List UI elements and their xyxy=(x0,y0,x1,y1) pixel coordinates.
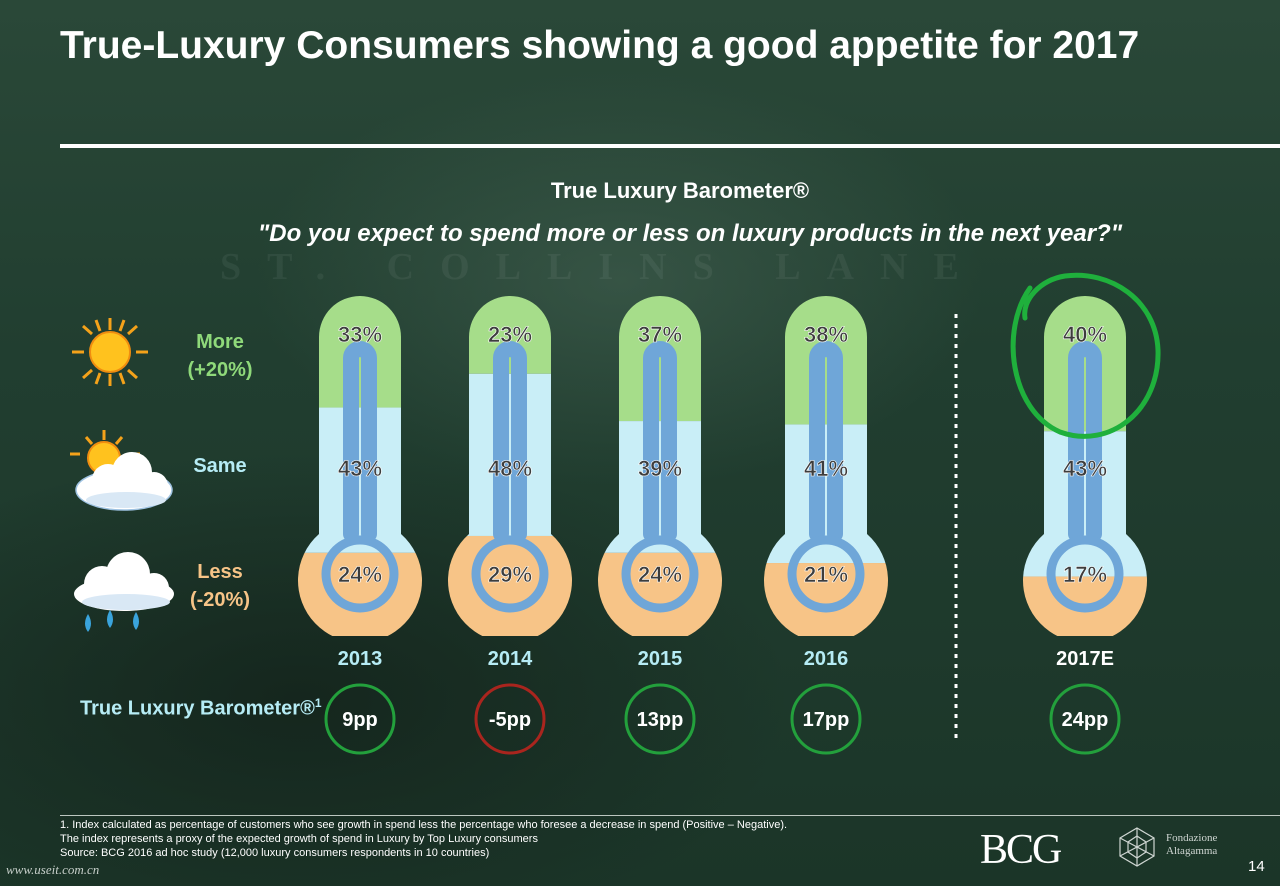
year-label-2013: 2013 xyxy=(338,648,383,670)
thermometer-tube-2014 xyxy=(493,341,527,542)
footnotes: 1. Index calculated as percentage of cus… xyxy=(60,818,960,860)
index-value-2015: 13pp xyxy=(637,709,684,731)
bar-same-2014 xyxy=(448,373,572,536)
index-value-2013: 9pp xyxy=(342,709,378,731)
index-value-2016: 17pp xyxy=(803,709,850,731)
legend-less-range: (-20%) xyxy=(189,589,250,611)
label-more-2017E: 40% xyxy=(1063,322,1107,347)
year-label-2015: 2015 xyxy=(638,648,683,670)
footnote-source: Source: BCG 2016 ad hoc study (12,000 lu… xyxy=(60,847,490,859)
label-less-2015: 24% xyxy=(638,562,682,587)
page-number: 14 xyxy=(1248,858,1265,875)
bar-less-2016 xyxy=(764,563,888,636)
thermometer-bulb-ring-2016 xyxy=(787,535,865,613)
bcg-logo: BCG xyxy=(980,827,1062,873)
label-same-2013: 43% xyxy=(338,456,382,481)
bar-less-2015 xyxy=(598,552,722,636)
label-more-2016: 38% xyxy=(804,322,848,347)
index-circle-2016 xyxy=(790,683,862,755)
label-more-2013: 33% xyxy=(338,322,382,347)
rain-cloud-icon xyxy=(74,552,174,632)
fondazione-logo-icon xyxy=(1119,827,1155,867)
slide-title: True-Luxury Consumers showing a good app… xyxy=(60,24,1140,67)
index-label-footnote: 1 xyxy=(314,696,322,710)
index-label-text: True Luxury Barometer® xyxy=(80,697,315,720)
thermometer-bulb-ring-2014 xyxy=(471,535,549,613)
label-same-2014: 48% xyxy=(488,456,532,481)
title-divider xyxy=(60,144,1280,148)
index-circle-2017E xyxy=(1049,683,1121,755)
legend-same: Same xyxy=(160,452,280,480)
legend-more-label: More xyxy=(196,331,244,353)
thermometer-tube-2013 xyxy=(343,341,377,542)
thermometer-chart: 33% 43% 24% 2013 9pp 23% 48% 29% 2014 -5pp 37% 39% 2… xyxy=(298,272,1161,755)
background-sign-text: ST. COLLINS LANE xyxy=(220,246,985,288)
chart-subtitle: "Do you expect to spend more or less on … xyxy=(257,220,1123,247)
watermark: www.useit.com.cn xyxy=(6,862,100,877)
year-label-2016: 2016 xyxy=(804,648,849,670)
label-same-2016: 41% xyxy=(804,456,848,481)
thermometer-bulb-ring-2013 xyxy=(321,535,399,613)
footer-divider xyxy=(60,815,1280,816)
index-circle-2015 xyxy=(624,683,696,755)
legend-less-label: Less xyxy=(197,561,243,583)
year-label-2017E: 2017E xyxy=(1056,648,1114,670)
legend-more-range: (+20%) xyxy=(187,359,253,381)
bar-more-2015 xyxy=(598,296,722,422)
index-value-2014: -5pp xyxy=(489,709,531,731)
fondazione-logo-text: Fondazione Altagamma xyxy=(1166,832,1218,857)
label-more-2015: 37% xyxy=(638,322,682,347)
label-more-2014: 23% xyxy=(488,322,532,347)
index-value-2017E: 24pp xyxy=(1062,709,1109,731)
year-label-2014: 2014 xyxy=(488,648,533,670)
footnote-1: 1. Index calculated as percentage of cus… xyxy=(60,819,788,831)
label-less-2016: 21% xyxy=(804,562,848,587)
bar-less-2013 xyxy=(298,552,422,636)
label-less-2014: 29% xyxy=(488,562,532,587)
sun-cloud-icon xyxy=(70,430,173,511)
index-circle-2014 xyxy=(474,683,546,755)
bar-same-2017E xyxy=(1023,431,1147,577)
thermometer-tube-2015 xyxy=(643,341,677,542)
label-same-2017E: 43% xyxy=(1063,456,1107,481)
label-less-2013: 24% xyxy=(338,562,382,587)
bar-more-2017E xyxy=(1023,296,1147,432)
bar-same-2015 xyxy=(598,421,722,553)
thermometer-bulb-ring-2017E xyxy=(1046,535,1124,613)
thermometer-bulb-ring-2015 xyxy=(621,535,699,613)
bar-less-2014 xyxy=(448,535,572,636)
forecast-highlight-circle xyxy=(1010,272,1161,439)
legend-same-label: Same xyxy=(193,455,247,477)
chart-title: True Luxury Barometer® xyxy=(550,178,810,203)
thermometer-tube-2016 xyxy=(809,341,843,542)
footnote-2: The index represents a proxy of the expe… xyxy=(60,833,538,845)
index-circle-2013 xyxy=(324,683,396,755)
label-less-2017E: 17% xyxy=(1063,562,1107,587)
thermometer-tube-2017E xyxy=(1068,341,1102,542)
legend-more: More (+20%) xyxy=(160,328,280,384)
sun-icon xyxy=(72,318,148,386)
legend-less: Less (-20%) xyxy=(160,558,280,614)
label-same-2015: 39% xyxy=(638,456,682,481)
bar-more-2016 xyxy=(764,296,888,425)
index-label: True Luxury Barometer®1 xyxy=(80,690,322,722)
